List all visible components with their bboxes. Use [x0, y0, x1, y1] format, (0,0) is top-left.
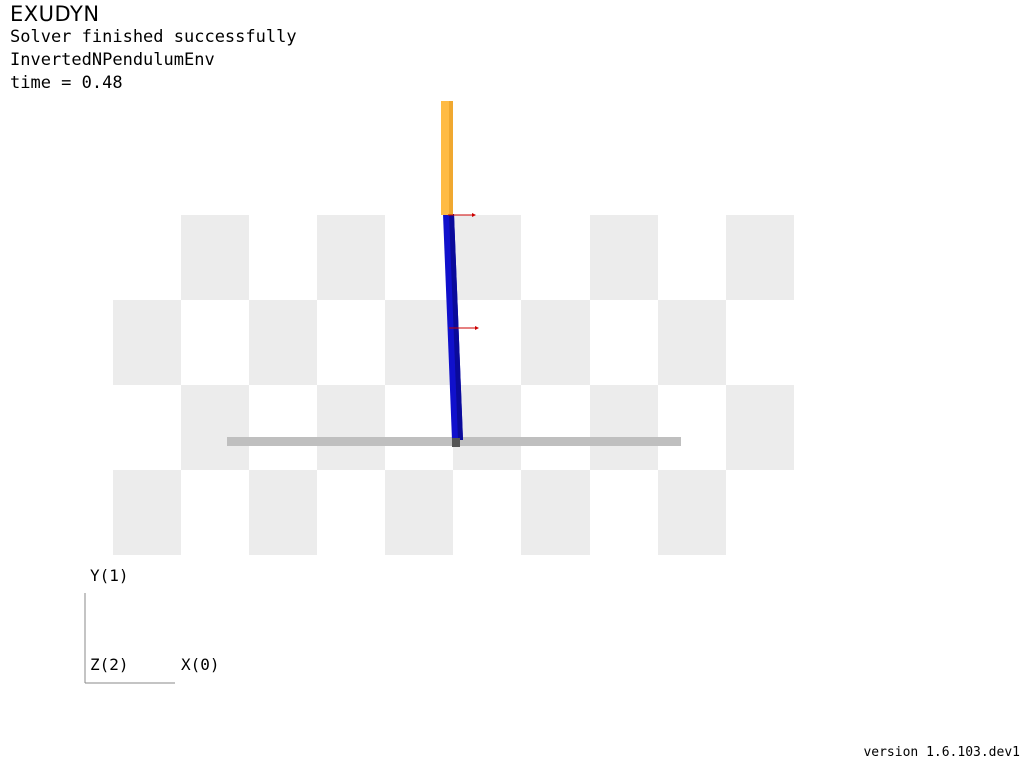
force-arrow-icon — [449, 326, 479, 330]
checker-tile — [453, 385, 521, 470]
checker-tile — [726, 215, 794, 300]
pendulum-link-upper-shade — [449, 101, 453, 215]
checker-tile — [181, 215, 249, 300]
x-axis-label: X(0) — [181, 655, 220, 674]
simulation-time: time = 0.48 — [10, 73, 123, 93]
hud-overlay: EXUDYN Solver finished successfully Inve… — [10, 2, 297, 95]
checker-tile — [658, 300, 726, 385]
checker-tile — [658, 470, 726, 555]
force-arrow-icon — [448, 213, 476, 217]
checker-tile — [113, 300, 181, 385]
checker-tile — [453, 215, 521, 300]
checker-tile — [113, 470, 181, 555]
checkerboard-ground — [113, 215, 794, 555]
checker-tile — [181, 385, 249, 470]
coordinate-triad — [84, 593, 175, 684]
checker-tile — [385, 300, 453, 385]
checker-tile — [590, 215, 658, 300]
checker-tile — [726, 385, 794, 470]
checker-tile — [590, 385, 658, 470]
checker-tile — [317, 385, 385, 470]
checker-tile — [521, 470, 590, 555]
y-axis-label: Y(1) — [90, 566, 129, 585]
app-title: EXUDYN — [10, 2, 100, 26]
checker-tile — [521, 300, 590, 385]
checker-tile — [317, 215, 385, 300]
solver-status: Solver finished successfully — [10, 27, 297, 47]
checker-tile — [385, 470, 453, 555]
environment-name: InvertedNPendulumEnv — [10, 50, 215, 70]
pendulum-link-lower-shade — [449, 214, 463, 440]
checker-tile — [249, 300, 317, 385]
checker-tile — [249, 470, 317, 555]
z-axis-label: Z(2) — [90, 655, 129, 674]
joint-marker-icon — [452, 438, 460, 447]
version-label: version 1.6.103.dev1 — [863, 745, 1020, 760]
